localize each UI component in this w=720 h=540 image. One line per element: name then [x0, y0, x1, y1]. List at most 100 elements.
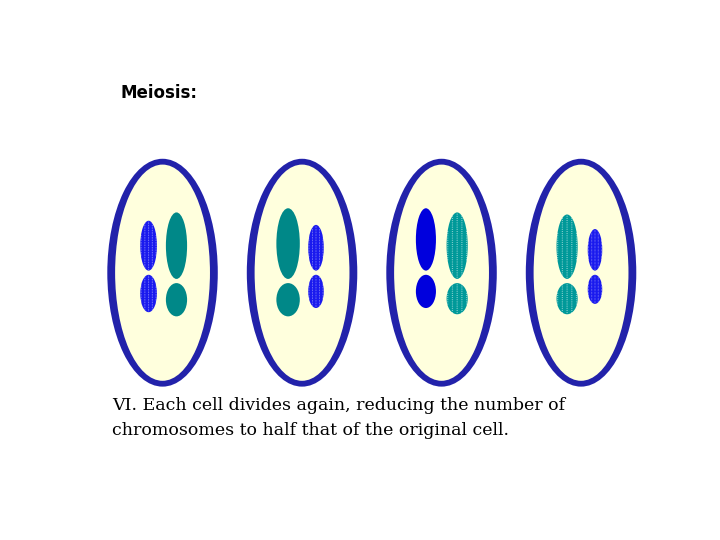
Ellipse shape: [591, 286, 593, 287]
Ellipse shape: [148, 299, 149, 300]
Ellipse shape: [571, 229, 572, 230]
Ellipse shape: [562, 231, 563, 232]
Ellipse shape: [308, 254, 310, 255]
Ellipse shape: [451, 242, 453, 243]
Ellipse shape: [557, 214, 577, 279]
Ellipse shape: [152, 302, 153, 303]
Ellipse shape: [571, 288, 572, 289]
Ellipse shape: [394, 165, 489, 381]
Ellipse shape: [312, 285, 313, 286]
Ellipse shape: [456, 218, 458, 219]
Ellipse shape: [598, 259, 599, 260]
Ellipse shape: [144, 279, 145, 280]
Ellipse shape: [152, 297, 153, 298]
Ellipse shape: [148, 230, 149, 231]
Ellipse shape: [152, 260, 153, 261]
Ellipse shape: [567, 297, 568, 298]
Ellipse shape: [562, 306, 563, 307]
Ellipse shape: [148, 294, 149, 295]
Ellipse shape: [255, 165, 349, 381]
Ellipse shape: [312, 305, 313, 306]
Ellipse shape: [451, 284, 453, 285]
Ellipse shape: [567, 248, 568, 249]
Ellipse shape: [152, 255, 153, 256]
Ellipse shape: [152, 259, 153, 260]
Ellipse shape: [312, 303, 313, 304]
Ellipse shape: [456, 297, 458, 298]
Ellipse shape: [315, 248, 317, 249]
Ellipse shape: [562, 303, 563, 305]
Ellipse shape: [591, 266, 593, 267]
Ellipse shape: [148, 252, 149, 253]
Ellipse shape: [557, 299, 558, 300]
Ellipse shape: [598, 293, 599, 294]
Ellipse shape: [456, 233, 458, 234]
Ellipse shape: [319, 301, 320, 302]
Ellipse shape: [144, 262, 145, 263]
Ellipse shape: [466, 301, 467, 302]
Ellipse shape: [466, 259, 467, 260]
Ellipse shape: [312, 293, 313, 294]
Ellipse shape: [571, 253, 572, 254]
Ellipse shape: [144, 232, 145, 233]
Ellipse shape: [140, 292, 142, 293]
Ellipse shape: [562, 274, 563, 275]
Ellipse shape: [148, 262, 149, 263]
Ellipse shape: [451, 291, 453, 292]
Ellipse shape: [140, 291, 142, 292]
Ellipse shape: [144, 267, 145, 268]
Ellipse shape: [140, 247, 142, 248]
Ellipse shape: [148, 255, 149, 256]
Ellipse shape: [567, 306, 568, 307]
Ellipse shape: [466, 231, 467, 232]
Ellipse shape: [567, 222, 568, 223]
Ellipse shape: [315, 264, 317, 265]
Ellipse shape: [562, 286, 563, 287]
Ellipse shape: [598, 234, 599, 235]
Ellipse shape: [148, 291, 149, 292]
Ellipse shape: [591, 231, 593, 232]
Ellipse shape: [562, 246, 563, 247]
Ellipse shape: [601, 259, 602, 260]
Ellipse shape: [576, 248, 577, 249]
Ellipse shape: [526, 159, 636, 387]
Ellipse shape: [571, 272, 572, 273]
Ellipse shape: [576, 233, 577, 234]
Ellipse shape: [315, 256, 317, 257]
Ellipse shape: [591, 280, 593, 281]
Ellipse shape: [456, 248, 458, 249]
Ellipse shape: [576, 242, 577, 243]
Ellipse shape: [148, 244, 149, 245]
Ellipse shape: [466, 253, 467, 254]
Ellipse shape: [315, 254, 317, 255]
Ellipse shape: [451, 229, 453, 230]
Ellipse shape: [319, 266, 320, 267]
Ellipse shape: [466, 299, 467, 300]
Ellipse shape: [571, 255, 572, 256]
Ellipse shape: [312, 267, 313, 268]
Ellipse shape: [576, 257, 577, 258]
Ellipse shape: [312, 264, 313, 265]
Ellipse shape: [319, 248, 320, 249]
Ellipse shape: [591, 240, 593, 241]
Ellipse shape: [148, 264, 149, 265]
Ellipse shape: [319, 295, 320, 296]
Ellipse shape: [456, 268, 458, 269]
Ellipse shape: [451, 301, 453, 302]
Ellipse shape: [588, 246, 589, 247]
Ellipse shape: [601, 254, 602, 255]
Ellipse shape: [591, 247, 593, 248]
Ellipse shape: [319, 245, 320, 246]
Ellipse shape: [144, 259, 145, 260]
Ellipse shape: [591, 253, 593, 254]
Ellipse shape: [562, 301, 563, 302]
Ellipse shape: [591, 292, 593, 293]
Ellipse shape: [308, 287, 310, 288]
Ellipse shape: [447, 259, 449, 260]
Ellipse shape: [312, 240, 313, 241]
Ellipse shape: [319, 279, 320, 280]
Ellipse shape: [567, 238, 568, 239]
Ellipse shape: [557, 301, 558, 302]
Ellipse shape: [447, 238, 449, 239]
Ellipse shape: [601, 253, 602, 254]
